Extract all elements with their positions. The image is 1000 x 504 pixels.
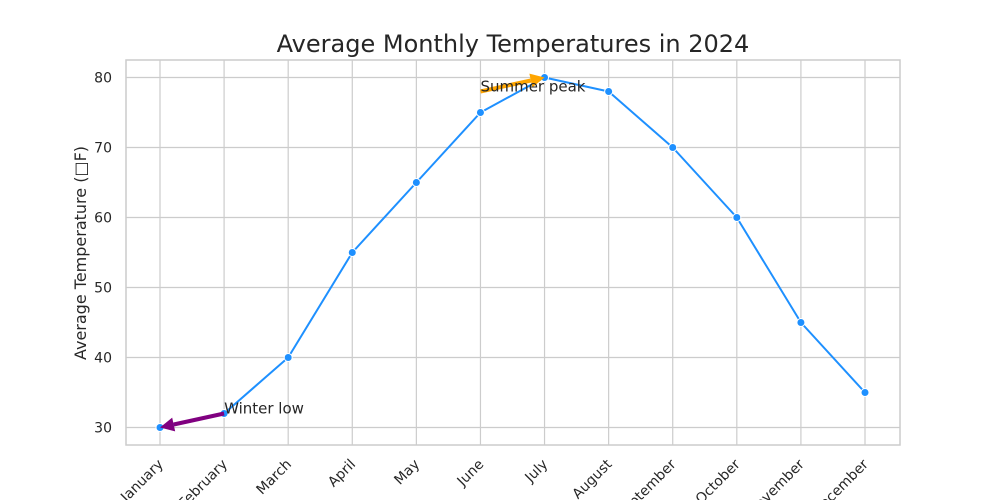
y-axis-label: Average Temperature (□F) (71, 146, 90, 360)
data-point-june (475, 108, 485, 117)
x-tick-label-august: August (570, 456, 616, 500)
x-tick-label-april: April (325, 457, 359, 491)
data-point-may (411, 178, 421, 187)
y-axis-ticks: 30 40 50 60 70 80 (94, 71, 112, 437)
x-tick-label-february: February (176, 457, 231, 500)
x-axis-ticks: January February March April May June July Augu… (117, 456, 872, 504)
x-tick-label-june: June (454, 457, 488, 491)
data-point-december (860, 388, 870, 397)
data-point-september (668, 143, 678, 152)
x-tick-label-may: May (391, 457, 423, 489)
chart-title: Average Monthly Temperatures in 2024 (277, 30, 750, 58)
y-tick-label: 60 (94, 211, 112, 227)
data-point-august (604, 87, 614, 96)
data-point-april (347, 248, 357, 257)
data-point-march (283, 353, 293, 362)
series-line-0 (159, 76, 866, 429)
y-tick-label: 80 (94, 71, 112, 87)
annotation-arrow-shaft-0 (173, 411, 225, 427)
x-tick-label-december: December (809, 456, 872, 500)
y-tick-label: 70 (94, 141, 112, 157)
annotation-arrow-shaft-1 (480, 78, 532, 94)
plot-frame (125, 59, 901, 446)
series-layer (155, 73, 870, 432)
x-tick-label-october: October (693, 456, 744, 500)
annotation-label-winter-low: Winter low (224, 400, 304, 418)
x-tick-label-september: September (614, 456, 680, 500)
grid-layer (126, 60, 900, 445)
annotation-arrow-head-1 (529, 73, 545, 88)
annotation-arrow-head-0 (160, 417, 176, 432)
y-tick-label: 50 (94, 281, 112, 297)
annotation-label-summer-peak: Summer peak (480, 78, 585, 96)
x-tick-label-july: July (522, 457, 552, 487)
annotation-layer: Winter low Summer peak (160, 73, 586, 432)
y-tick-label: 30 (94, 421, 112, 437)
y-tick-label: 40 (94, 351, 112, 367)
x-tick-label-march: March (254, 457, 295, 498)
x-tick-label-january: January (117, 457, 167, 500)
x-tick-label-november: November (745, 456, 808, 500)
data-point-october (732, 213, 742, 222)
data-point-november (796, 318, 806, 327)
